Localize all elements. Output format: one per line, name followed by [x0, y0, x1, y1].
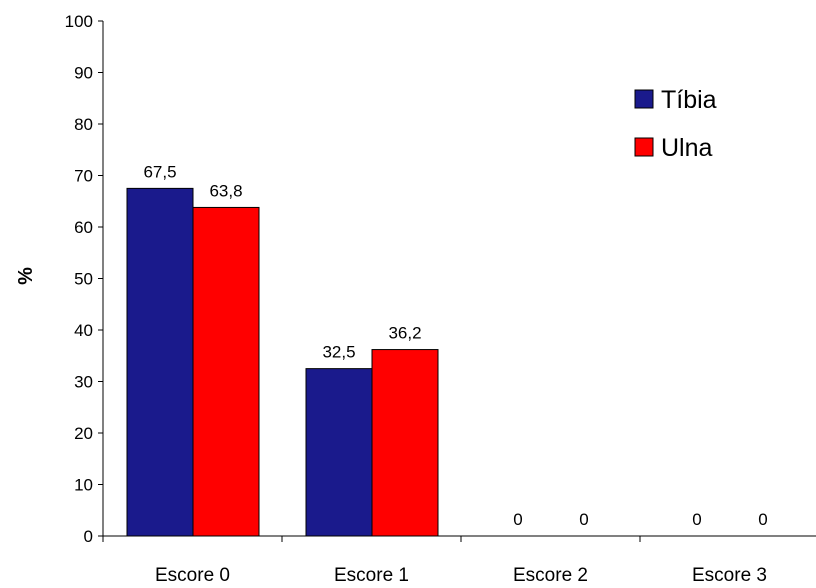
legend-swatch-tibia: [634, 89, 654, 109]
legend: Tíbia Ulna: [634, 86, 717, 162]
x-tick-label: Escore 1: [334, 565, 409, 586]
legend-label-ulna: Ulna: [661, 134, 713, 162]
bar: [192, 206, 260, 537]
data-labels: 67,5 32,5 0 0 63,8 36,2 0 0: [143, 162, 767, 529]
x-tick-label: Escore 0: [155, 565, 230, 586]
y-tick-label: 30: [74, 373, 93, 392]
bar: [305, 368, 373, 537]
bar: [371, 349, 439, 537]
y-tick-label: 70: [74, 167, 93, 186]
x-tick-label: Escore 2: [513, 565, 588, 586]
y-tick-label: 40: [74, 321, 93, 340]
bar-value-label: 0: [579, 510, 588, 529]
bar-value-label: 67,5: [143, 162, 176, 181]
bar-value-label: 0: [758, 510, 767, 529]
bar-value-label: 63,8: [209, 181, 242, 200]
y-tick-label: 20: [74, 424, 93, 443]
bar-value-label: 0: [692, 510, 701, 529]
y-tick-label: 10: [74, 476, 93, 495]
x-tick-label: Escore 3: [692, 565, 767, 586]
y-tick-label: 60: [74, 218, 93, 237]
y-tick-label: 100: [65, 12, 93, 31]
bar-value-label: 0: [513, 510, 522, 529]
y-tick-label: 0: [84, 527, 93, 546]
bar-value-label: 36,2: [388, 324, 421, 343]
y-axis-title: %: [15, 267, 37, 285]
legend-swatch-ulna: [634, 137, 654, 157]
axes: 0 10 20 30 40 50 60 70 80 90 100 Escore 0 Escore 1 Es…: [65, 12, 816, 586]
y-tick-label: 80: [74, 115, 93, 134]
y-tick-label: 50: [74, 270, 93, 289]
legend-label-tibia: Tíbia: [661, 86, 717, 114]
y-tick-label: 90: [74, 64, 93, 83]
bars: [126, 187, 439, 537]
bar-value-label: 32,5: [322, 343, 355, 362]
bar: [126, 187, 194, 537]
